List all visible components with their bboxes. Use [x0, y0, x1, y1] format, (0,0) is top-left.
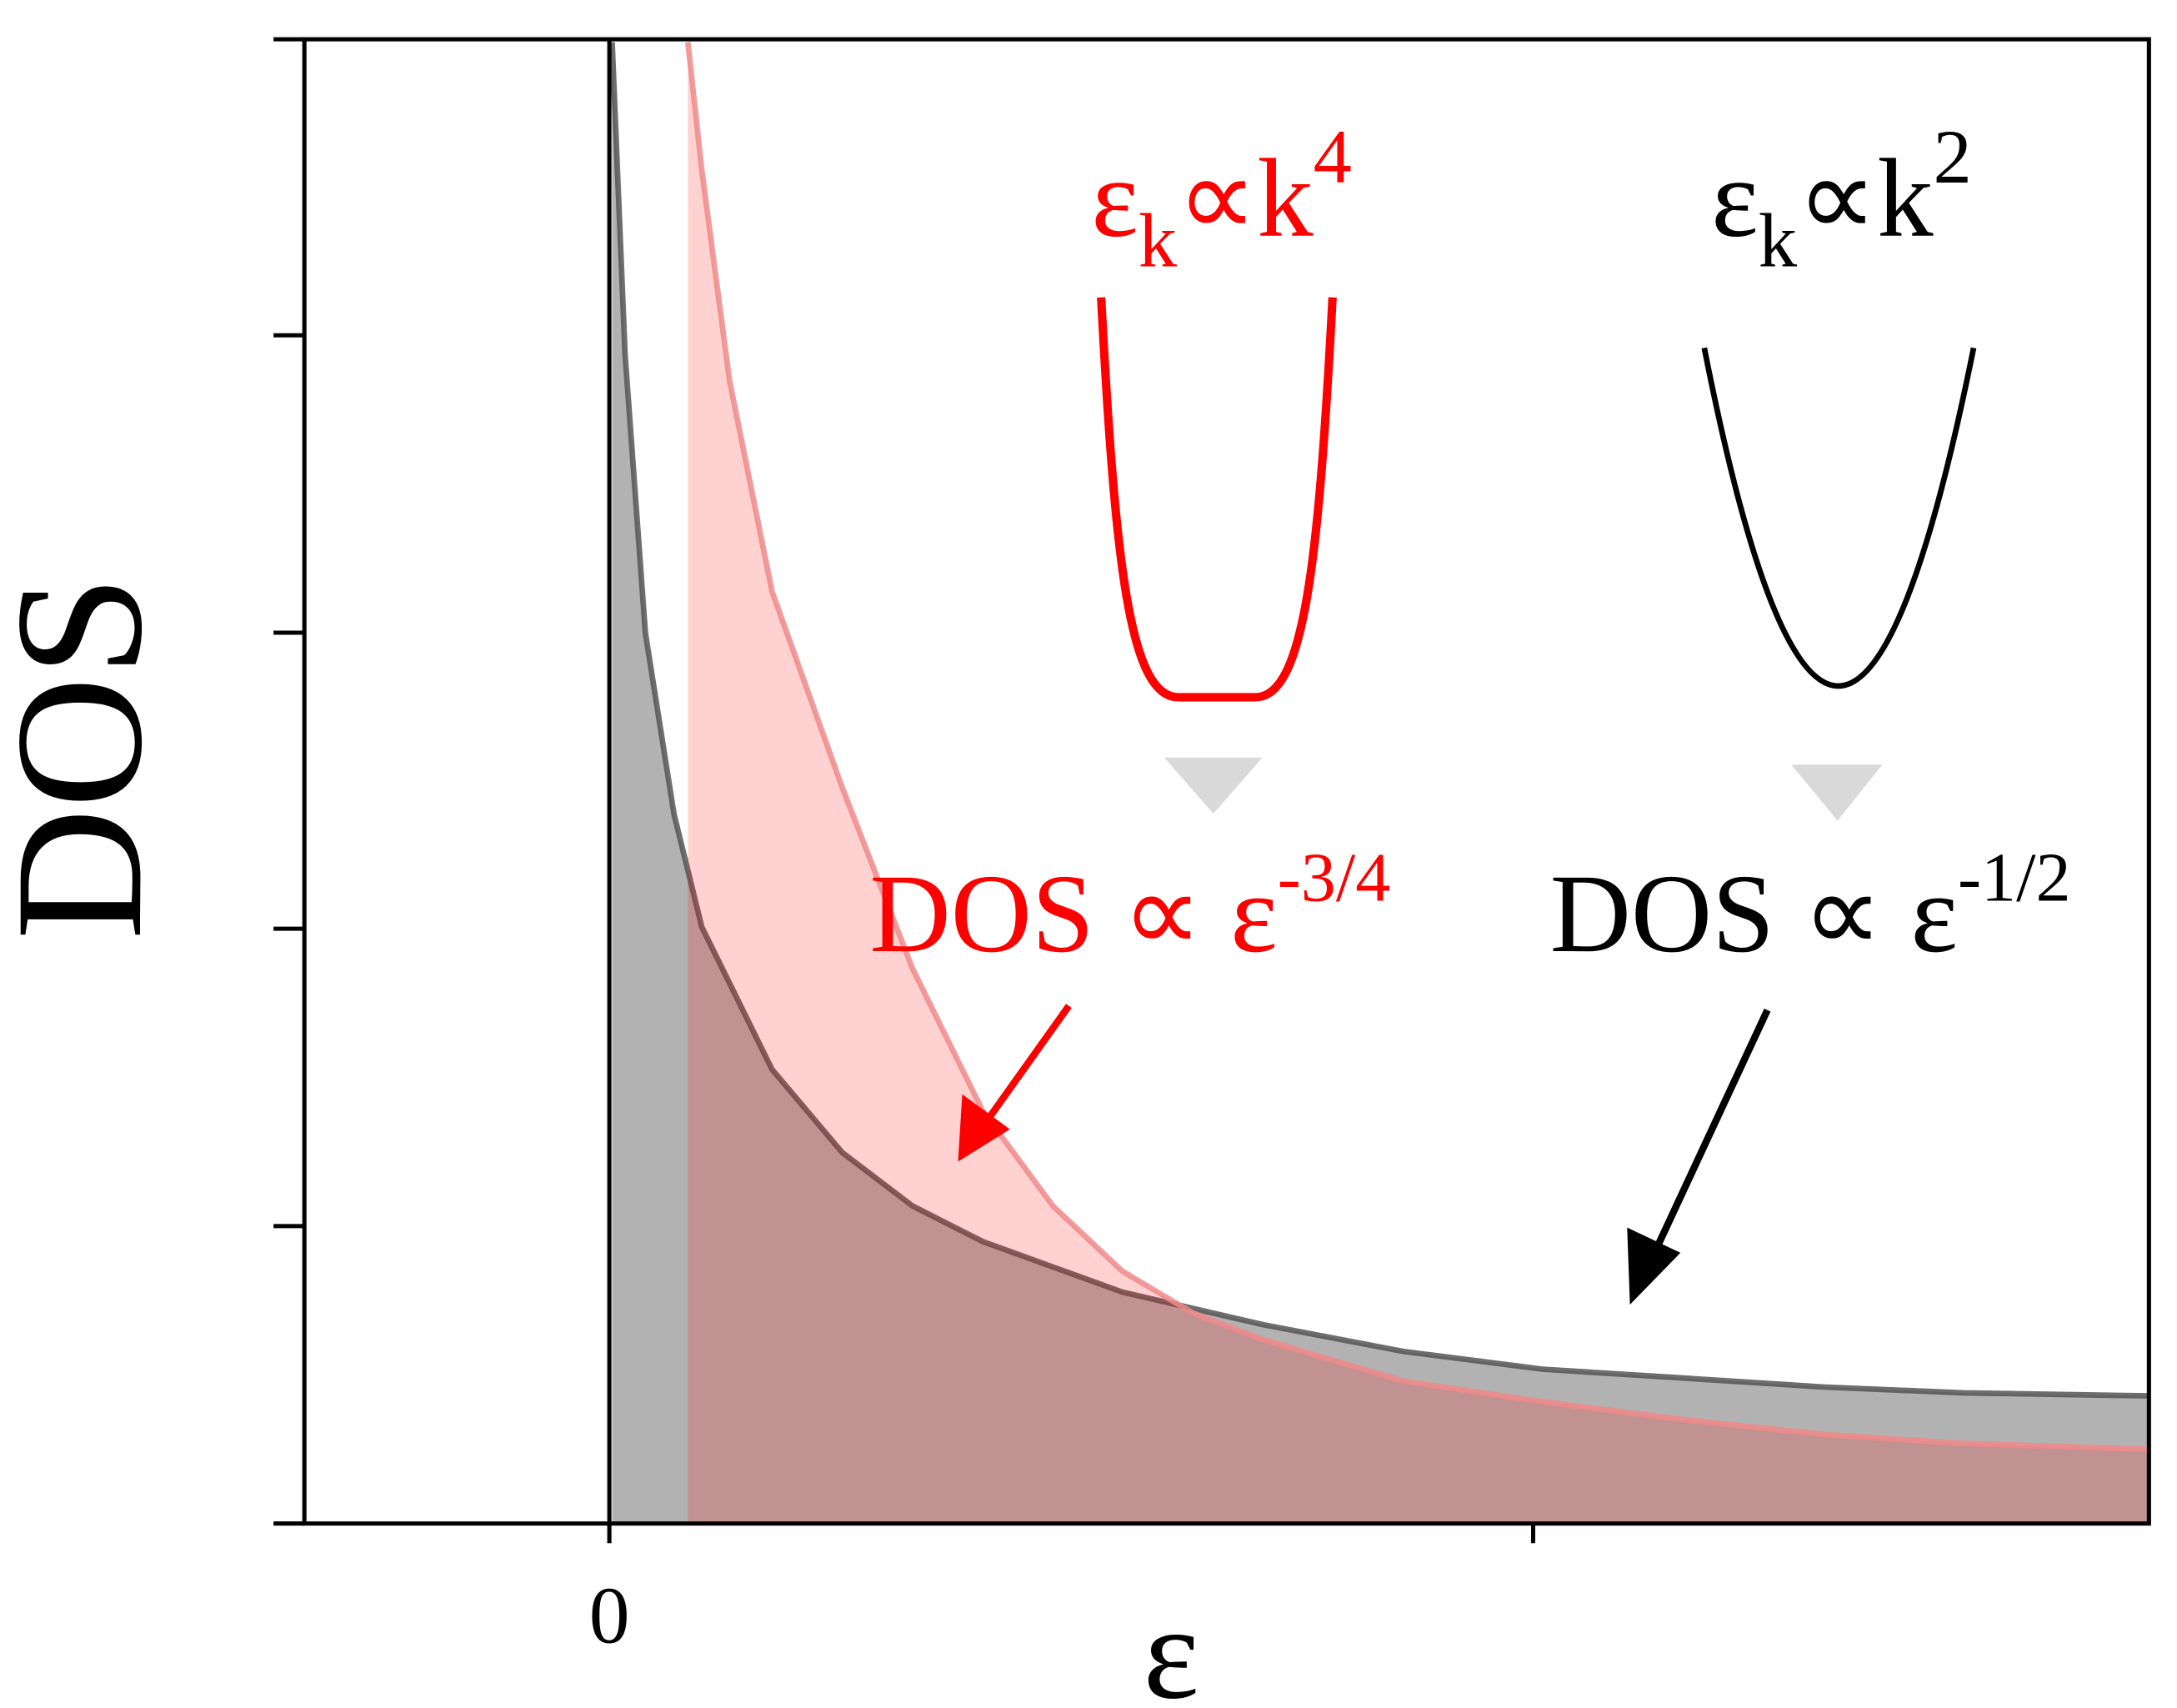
- text: DOS ∝ ε: [1550, 852, 1958, 976]
- annotation: DOS ∝ ε-1/2: [1550, 839, 2071, 976]
- superscript: -1/2: [1958, 839, 2071, 916]
- arrow-shaft: [986, 1004, 1072, 1120]
- subscript: k: [1139, 199, 1178, 284]
- curve: [609, 42, 2149, 1399]
- area: [688, 39, 2149, 1524]
- area: [612, 39, 2149, 1524]
- down-triangle: [1164, 757, 1263, 814]
- text: ε: [1091, 137, 1139, 261]
- axes-frame: [302, 37, 2151, 1526]
- x-axis-label: ε: [1144, 1579, 1199, 1708]
- arrow-shaft: [1652, 1008, 1771, 1253]
- text: ∝k: [1177, 137, 1314, 261]
- arrow-head: [958, 1094, 1010, 1162]
- frame: [273, 37, 2151, 1544]
- dispersion-label: εk∝k2: [1711, 115, 1972, 284]
- plot-area: [607, 39, 2149, 1524]
- superscript: 4: [1314, 115, 1352, 200]
- annotation: DOS ∝ ε-3/4: [869, 839, 1390, 976]
- black-arrow: [1627, 1008, 1771, 1305]
- text: DOS ∝ ε: [869, 852, 1277, 976]
- arrow-head: [1627, 1227, 1681, 1305]
- red-arrow: [958, 1004, 1072, 1162]
- quartic-dispersion: [1097, 297, 1337, 702]
- superscript: -3/4: [1278, 839, 1391, 916]
- quadratic-dispersion: [1701, 347, 1977, 689]
- x-tick-label: 0: [589, 1571, 630, 1661]
- curve: [684, 42, 2149, 1453]
- superscript: 2: [1934, 115, 1972, 200]
- subscript: k: [1759, 199, 1798, 284]
- y-axis-label: DOS: [0, 575, 180, 940]
- dispersion-label: εk∝k4: [1091, 115, 1352, 284]
- down-triangle: [1791, 764, 1883, 821]
- text: ε: [1711, 137, 1759, 261]
- text: ∝k: [1797, 137, 1934, 261]
